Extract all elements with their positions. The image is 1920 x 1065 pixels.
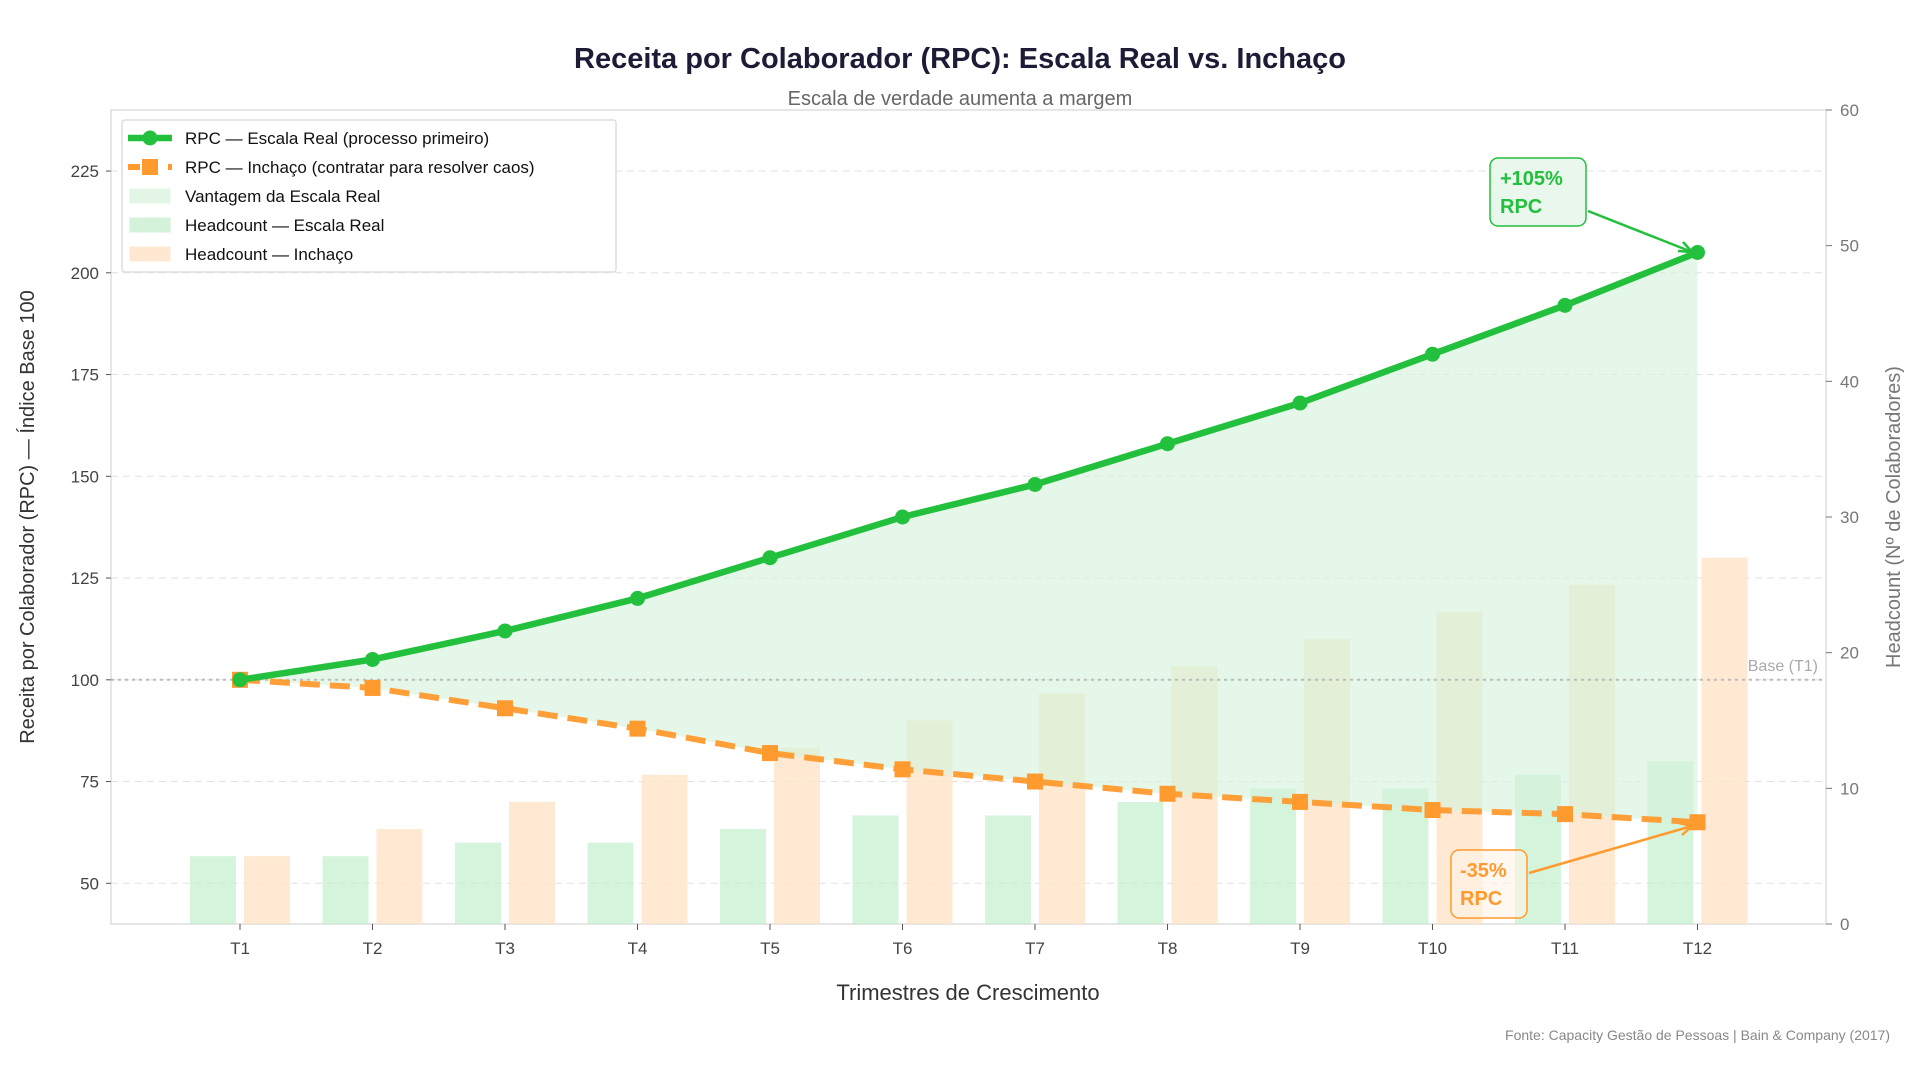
bar-headcount-escala-real xyxy=(587,842,634,924)
y-axis-label: Receita por Colaborador (RPC) — Índice B… xyxy=(16,290,39,744)
y2-tick-label: 60 xyxy=(1840,101,1859,120)
marker-rpc-inchaco xyxy=(1027,773,1043,790)
marker-rpc-inchaco xyxy=(1557,806,1573,823)
annotation-text-inchaco-sub: RPC xyxy=(1460,888,1502,910)
arrowhead-icon xyxy=(1678,821,1693,836)
x-tick-label: T7 xyxy=(1025,939,1045,958)
marker-rpc-inchaco xyxy=(762,745,778,762)
bar-headcount-escala-real xyxy=(455,842,501,924)
marker-rpc-inchaco xyxy=(894,761,911,778)
marker-rpc-inchaco xyxy=(1424,802,1441,819)
marker-rpc-escala-real xyxy=(895,509,910,525)
x-tick-label: T6 xyxy=(893,939,913,958)
line-rpc-escala-real xyxy=(239,249,1699,684)
marker-rpc-escala-real xyxy=(497,623,513,639)
annotation-text-inchaco: -35% xyxy=(1460,860,1507,882)
x-tick-label: T11 xyxy=(1551,939,1579,958)
marker-rpc-escala-real xyxy=(1557,297,1573,313)
advantage-fill-area xyxy=(240,252,1698,823)
x-tick-label: T4 xyxy=(628,939,648,958)
marker-rpc-escala-real xyxy=(630,590,645,606)
y-tick-label: 225 xyxy=(71,162,99,181)
legend-swatch xyxy=(129,246,171,262)
y-tick-label: 75 xyxy=(80,773,99,792)
x-tick-label: T12 xyxy=(1683,939,1712,958)
bar-headcount-escala-real xyxy=(1117,801,1164,924)
x-tick-label: T5 xyxy=(760,939,780,958)
bar-headcount-inchaco xyxy=(641,774,688,924)
y-tick-label: 200 xyxy=(71,264,99,283)
x-tick-label: T3 xyxy=(495,939,515,958)
y2-tick-label: 30 xyxy=(1840,508,1859,527)
legend-label: RPC — Inchaço (contratar para resolver c… xyxy=(185,158,535,177)
y2-tick-label: 0 xyxy=(1840,915,1849,934)
legend-marker-square-icon xyxy=(142,159,158,175)
source-note: Fonte: Capacity Gestão de Pessoas | Bain… xyxy=(1505,1027,1890,1043)
x-tick-label: T9 xyxy=(1290,939,1310,958)
annotation-text-escala-real: +105% xyxy=(1500,168,1563,190)
y-tick-label: 175 xyxy=(71,366,99,385)
y-tick-label: 125 xyxy=(71,569,99,588)
bar-headcount-inchaco xyxy=(244,856,290,924)
legend-label: Headcount — Inchaço xyxy=(185,245,353,264)
annotation-box-inchaco xyxy=(1450,849,1528,919)
bar-headcount-escala-real xyxy=(720,829,766,924)
y-tick-label: 100 xyxy=(71,671,99,690)
marker-rpc-escala-real xyxy=(1425,346,1440,362)
legend xyxy=(121,119,617,273)
legend-label: Headcount — Escala Real xyxy=(185,216,384,235)
marker-rpc-escala-real xyxy=(232,672,248,688)
annotation-text-escala-real-sub: RPC xyxy=(1500,196,1542,218)
marker-rpc-escala-real xyxy=(1292,395,1308,411)
marker-rpc-inchaco xyxy=(364,679,381,696)
legend-label: RPC — Escala Real (processo primeiro) xyxy=(185,129,489,148)
bar-headcount-escala-real xyxy=(985,815,1031,924)
legend-swatch xyxy=(129,188,171,204)
y2-tick-label: 10 xyxy=(1840,779,1859,798)
x-tick-label: T10 xyxy=(1418,939,1447,958)
bar-headcount-inchaco xyxy=(376,829,423,924)
chart-title: Receita por Colaborador (RPC): Escala Re… xyxy=(574,43,1346,75)
y2-tick-label: 20 xyxy=(1840,644,1859,663)
line-rpc-inchaco xyxy=(239,676,1698,826)
chart-subtitle: Escala de verdade aumenta a margem xyxy=(788,88,1133,110)
bar-headcount-escala-real xyxy=(322,856,369,924)
marker-rpc-escala-real xyxy=(1690,244,1705,260)
bar-headcount-inchaco xyxy=(509,801,555,924)
arrowhead-icon xyxy=(1677,241,1693,254)
legend-marker-circle-icon xyxy=(142,130,158,146)
x-tick-label: T1 xyxy=(230,939,250,958)
bar-headcount-escala-real xyxy=(1250,788,1296,924)
annotation-arrow-inchaco xyxy=(1528,824,1693,875)
marker-rpc-escala-real xyxy=(1160,436,1175,452)
marker-rpc-inchaco xyxy=(1159,785,1176,802)
marker-rpc-inchaco xyxy=(497,700,513,717)
x-tick-label: T2 xyxy=(363,939,383,958)
marker-rpc-escala-real xyxy=(1027,476,1043,492)
x-axis-label: Trimestres de Crescimento xyxy=(836,980,1099,1005)
bar-headcount-escala-real xyxy=(852,815,899,924)
legend-swatch xyxy=(129,217,171,233)
y2-tick-label: 40 xyxy=(1840,372,1859,391)
marker-rpc-escala-real xyxy=(365,651,380,667)
y2-tick-label: 50 xyxy=(1840,237,1859,256)
y2-axis-label: Headcount (Nº de Colaboradores) xyxy=(1883,366,1905,668)
y-tick-label: 50 xyxy=(80,874,99,893)
marker-rpc-inchaco xyxy=(1292,793,1308,810)
annotation-box-escala-real xyxy=(1489,157,1587,227)
bar-headcount-inchaco xyxy=(774,747,820,924)
annotation-arrow-escala-real xyxy=(1587,209,1693,254)
x-tick-label: T8 xyxy=(1158,939,1178,958)
marker-rpc-inchaco xyxy=(1689,814,1706,831)
bar-headcount-inchaco xyxy=(1701,557,1748,924)
y-tick-label: 150 xyxy=(71,467,99,486)
legend-label: Vantagem da Escala Real xyxy=(185,187,380,206)
base-reference-label: Base (T1) xyxy=(1748,658,1818,675)
marker-rpc-escala-real xyxy=(762,550,778,566)
bar-headcount-escala-real xyxy=(190,856,236,924)
marker-rpc-inchaco xyxy=(629,720,646,737)
